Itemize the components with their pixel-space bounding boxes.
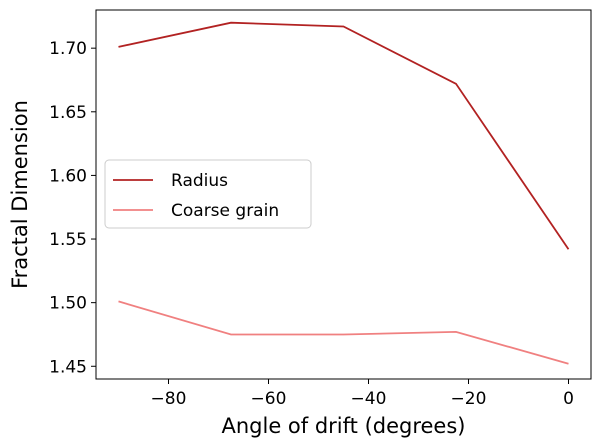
x-tick-label: −20 bbox=[451, 389, 487, 409]
y-tick-label: 1.55 bbox=[49, 230, 87, 250]
y-tick-label: 1.65 bbox=[49, 103, 87, 123]
y-tick-label: 1.70 bbox=[49, 39, 87, 59]
x-axis: −80 −60 −40 −20 0 bbox=[151, 379, 574, 409]
x-tick-label: −80 bbox=[151, 389, 187, 409]
x-tick-label: 0 bbox=[563, 389, 574, 409]
x-tick-label: −60 bbox=[251, 389, 287, 409]
y-axis-label: Fractal Dimension bbox=[8, 100, 32, 289]
plot-frame bbox=[95, 9, 592, 380]
legend-label: Coarse grain bbox=[171, 201, 279, 221]
y-tick-label: 1.45 bbox=[49, 357, 87, 377]
legend-label: Radius bbox=[171, 171, 228, 191]
x-axis-label: Angle of drift (degrees) bbox=[221, 414, 465, 438]
legend-box bbox=[104, 159, 312, 229]
plot-area bbox=[95, 9, 592, 380]
series-line-radius bbox=[118, 21, 570, 250]
x-tick-label: −40 bbox=[351, 389, 387, 409]
y-tick-label: 1.60 bbox=[49, 166, 87, 186]
series-layer bbox=[118, 21, 570, 365]
y-tick-label: 1.50 bbox=[49, 294, 87, 314]
y-axis: 1.45 1.50 1.55 1.60 1.65 1.70 bbox=[49, 39, 96, 377]
series-line-coarse-grain bbox=[118, 300, 569, 365]
legend: Radius Coarse grain bbox=[104, 159, 312, 229]
